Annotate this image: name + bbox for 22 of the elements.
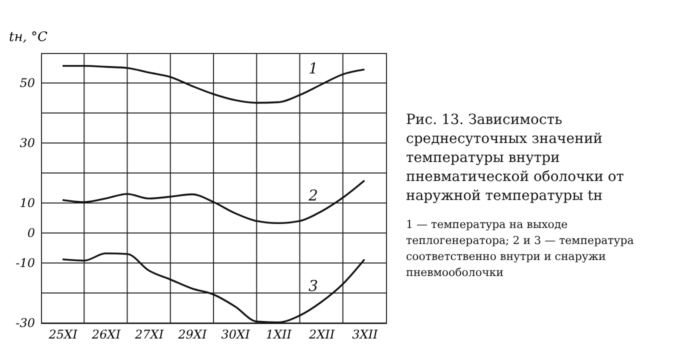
series-label: 2	[308, 186, 318, 204]
x-tick-label: 1XII	[266, 328, 292, 342]
x-tick-label: 27XI	[134, 328, 164, 342]
text: Рис. 13. Зависимость среднесуточных значений температуры внутри пневматической оболочки от наружной температуры tн	[406, 112, 624, 204]
y-tick-label: -10	[16, 256, 36, 270]
x-tick-label: 2XII	[308, 328, 335, 342]
x-tick-label: 25XI	[48, 328, 78, 342]
x-tick-label: 30XI	[221, 328, 250, 342]
line-series	[62, 252, 366, 324]
y-tick-label: 50	[20, 76, 36, 90]
y-tick-label: 0	[27, 226, 36, 240]
series-label: 1	[308, 60, 318, 78]
x-tick-label: 3XII	[352, 328, 378, 342]
series-label: 3	[308, 277, 318, 295]
y-tick-label: 30	[20, 136, 36, 150]
line-series	[62, 180, 366, 224]
x-tick-label: 29XI	[177, 328, 207, 342]
y-tick-label: 10	[20, 196, 36, 210]
y-tick-label: -30	[16, 316, 36, 330]
y-axis-title: tн, °C	[9, 30, 48, 45]
x-tick-label: 26XI	[90, 328, 121, 342]
text: 1 — температура на выходе теплогенератора; 2 и 3 — температура соответственно внутри и снаружи пневмооболочки	[406, 218, 634, 279]
